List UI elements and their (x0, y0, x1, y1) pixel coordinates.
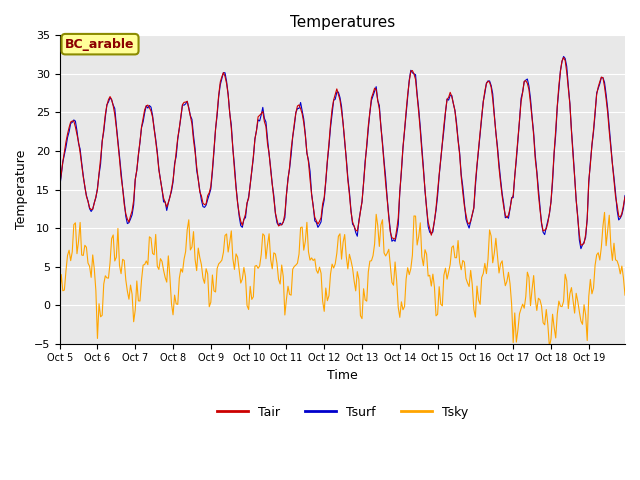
Tsky (125, 296, 132, 302)
Tair (243, 200, 251, 205)
Tair (621, 194, 629, 200)
Tair (224, 92, 232, 98)
Tair (253, 128, 260, 133)
Text: BC_arable: BC_arable (65, 37, 135, 51)
Tsky (56, 292, 63, 298)
Line: Tsurf: Tsurf (60, 57, 625, 249)
Tsky (224, 249, 232, 255)
Tsky (545, 344, 553, 349)
Tsurf (303, 150, 311, 156)
Title: Temperatures: Temperatures (290, 15, 395, 30)
Tsurf (253, 128, 260, 133)
Tsurf (621, 192, 629, 198)
Tair (560, 55, 568, 60)
Tsurf (224, 91, 232, 97)
Tsky (601, 210, 609, 216)
Y-axis label: Temperature: Temperature (15, 150, 28, 229)
Tsurf (560, 54, 568, 60)
Tair (125, 219, 132, 225)
Tsurf (243, 201, 251, 206)
Tsky (621, 292, 629, 298)
Legend: Tair, Tsurf, Tsky: Tair, Tsurf, Tsky (211, 401, 473, 424)
Tsurf (125, 220, 132, 226)
Tair (56, 183, 63, 189)
Line: Tair: Tair (60, 58, 625, 245)
Tsurf (593, 90, 600, 96)
X-axis label: Time: Time (327, 369, 358, 382)
Tsurf (56, 185, 63, 191)
Line: Tsky: Tsky (60, 213, 625, 347)
Tsky (591, 263, 599, 268)
Tsky (243, 303, 251, 309)
Tsurf (577, 246, 585, 252)
Tair (593, 92, 600, 97)
Tsky (253, 263, 260, 268)
Tsky (303, 219, 311, 225)
Tair (577, 242, 585, 248)
Tair (303, 150, 311, 156)
